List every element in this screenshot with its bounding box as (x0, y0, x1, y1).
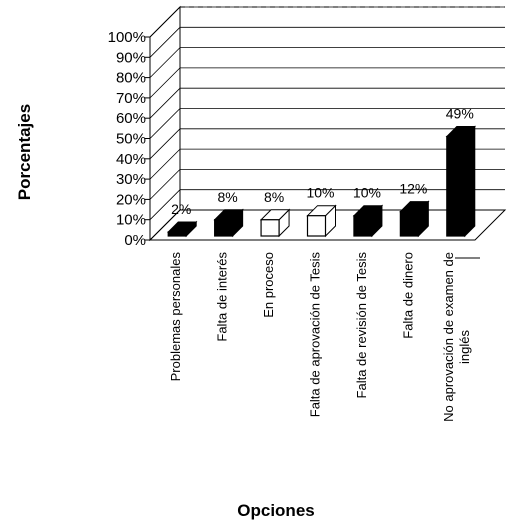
y-tick-label: 90% (116, 49, 146, 66)
data-label: 8% (218, 189, 238, 205)
y-tick-label: 40% (116, 151, 146, 168)
bar-front (399, 211, 419, 237)
data-label: 2% (171, 201, 191, 217)
x-tick-label: En proceso (261, 252, 276, 318)
gridline (149, 128, 505, 160)
bar-front (214, 219, 234, 237)
x-tick-label: Falta de revisión de Tesis (354, 252, 369, 399)
data-labels: 2% 8% 8% 10% 10% 12% 49% (171, 106, 474, 217)
bar-2 (259, 208, 291, 238)
y-tick-label: 30% (116, 171, 146, 188)
bar-5 (399, 200, 430, 238)
bar-3 (306, 204, 337, 238)
y-tick-label: 80% (116, 70, 146, 87)
y-axis-title: Porcentajes (15, 104, 34, 200)
x-tick-label: No aprovación de examen deinglés (441, 252, 472, 422)
gridline (149, 87, 505, 119)
x-tick-labels: Problemas personales Falta de interés En p… (168, 252, 472, 422)
y-tick-label: 10% (116, 212, 146, 229)
bar-4 (352, 204, 384, 238)
x-axis-title: Opciones (237, 501, 314, 520)
gridline (149, 108, 505, 139)
data-label: 12% (399, 181, 427, 197)
gridline (149, 47, 505, 78)
bar-front (353, 215, 373, 237)
y-tick-label: 60% (116, 110, 146, 127)
x-tick-label: Falta de dinero (400, 252, 415, 339)
y-tick-label: 20% (116, 191, 146, 208)
x-tick-label: Falta de interés (215, 252, 230, 342)
y-tick-label: 50% (116, 131, 146, 148)
bar-front (260, 219, 280, 237)
bar-1 (213, 208, 244, 238)
gridline (149, 26, 505, 58)
bar-front (306, 215, 327, 237)
x-tick-label-line: No aprovación de examen de (441, 252, 456, 422)
gridline (149, 168, 505, 200)
x-tick-label: Falta de aprovación de Tesis (308, 252, 323, 418)
bar-front (167, 231, 187, 237)
y-tick-label: 70% (116, 90, 146, 107)
gridline (149, 6, 505, 38)
data-label: 10% (353, 185, 381, 201)
floor (148, 209, 507, 241)
gridline (149, 67, 505, 99)
gridlines (145, 6, 505, 241)
x-tick-label: Problemas personales (168, 252, 183, 382)
bar-side (464, 125, 476, 238)
data-label: 49% (446, 106, 474, 122)
data-label: 10% (306, 185, 334, 201)
bars (167, 125, 476, 238)
data-label: 8% (264, 189, 284, 205)
bar-6 (445, 125, 476, 238)
bar-front (446, 135, 466, 237)
gridline (149, 148, 505, 180)
y-tick-label: 100% (108, 29, 146, 46)
bar-0 (167, 220, 198, 238)
gridline (149, 189, 505, 220)
y-tick-label: 0% (124, 232, 146, 249)
y-tick-labels: 0% 10% 20% 30% 40% 50% 60% 70% 80% 90% 100% (108, 29, 146, 249)
x-tick-label-line: inglés (457, 330, 472, 364)
